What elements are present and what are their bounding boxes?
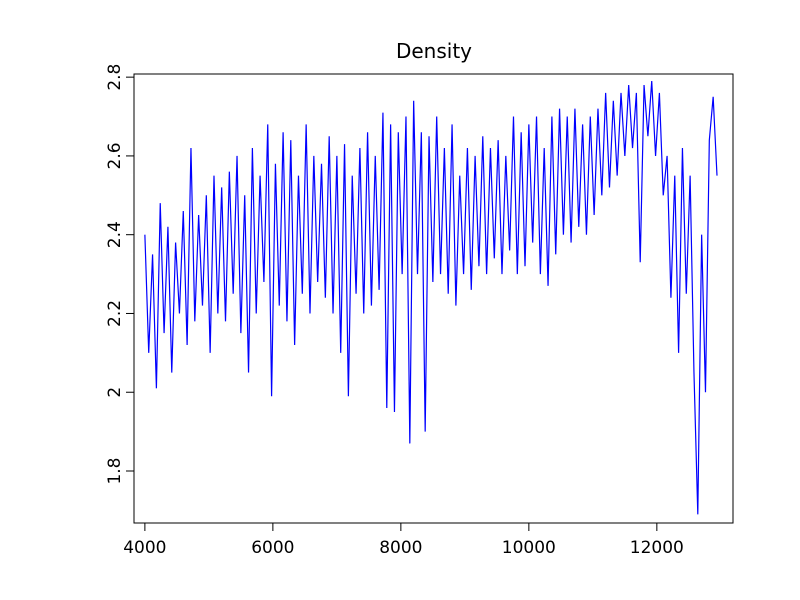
chart-title: Density xyxy=(396,39,472,63)
x-tick-label: 4000 xyxy=(123,538,166,558)
y-tick-label: 2.4 xyxy=(105,221,125,248)
y-tick-label: 2.2 xyxy=(105,300,125,327)
y-tick-label: 2.8 xyxy=(105,64,125,91)
data-line xyxy=(144,81,718,515)
x-tick-label: 12000 xyxy=(630,538,684,558)
x-tick-label: 6000 xyxy=(251,538,294,558)
x-tick-label: 10000 xyxy=(502,538,556,558)
plot-frame xyxy=(133,73,734,524)
y-tick-label: 2.6 xyxy=(105,142,125,169)
x-tick-label: 8000 xyxy=(379,538,422,558)
y-tick-label: 1.8 xyxy=(105,457,125,484)
y-tick-label: 2 xyxy=(105,387,125,398)
